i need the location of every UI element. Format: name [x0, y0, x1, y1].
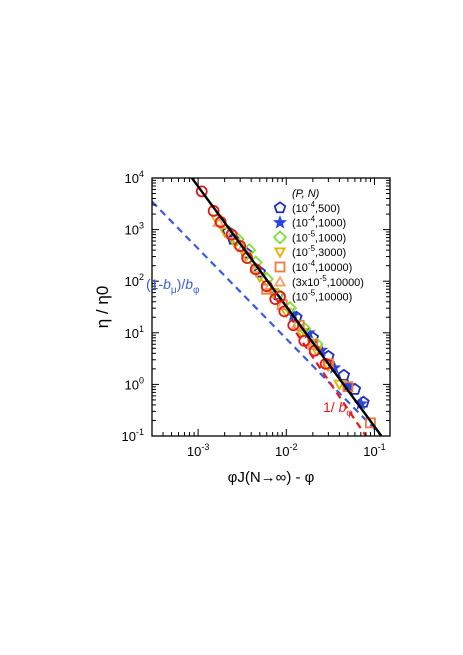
line-blue-dashed [152, 200, 383, 436]
legend-marker-3 [273, 247, 287, 259]
y-tick-label: 10-1 [122, 427, 144, 444]
line-fit [190, 178, 383, 436]
x-axis-label: φJ(N→∞) - φ [228, 469, 315, 486]
legend-title: (P, N) [292, 188, 320, 200]
legend-label-2: (10-5,1000) [292, 229, 346, 244]
x-tick-label: 10-1 [363, 442, 385, 459]
y-tick-label: 101 [125, 324, 144, 341]
point-6-0 [195, 185, 208, 198]
legend-marker-1 [273, 215, 287, 229]
point-6-11 [298, 334, 311, 347]
x-tick-label: 10-3 [187, 442, 209, 459]
legend-label-3: (10-5,3000) [292, 244, 346, 259]
legend-label-4: (10-4,10000) [292, 259, 352, 274]
annotation-red: 1/ bφ [323, 399, 353, 419]
legend-marker-6 [274, 290, 286, 303]
plot-area [152, 178, 383, 436]
legend-label-1: (10-4,1000) [292, 215, 346, 230]
y-tick-label: 100 [125, 375, 144, 392]
legend-label-0: (10-4,500) [292, 200, 340, 215]
legend-marker-2 [272, 230, 288, 245]
axes: 10-3 10-2 10-1 10-1 100 101 102 103 104 [122, 169, 391, 459]
x-tick-label: 10-2 [275, 442, 297, 459]
point-4-6 [365, 417, 376, 429]
y-tick-label: 104 [125, 169, 144, 186]
y-axis-label: η / η0 [93, 286, 112, 329]
legend-marker-0 [273, 201, 287, 214]
labels: φJ(N→∞) - φ η / η0 (1-bμ)/bφ 1/ bφ [93, 276, 353, 486]
legend-marker-5 [273, 275, 287, 287]
point-6-4 [234, 240, 247, 252]
legend-label-6: (10-5,10000) [292, 289, 352, 304]
legend-label-5: (3x10-5,10000) [292, 274, 364, 289]
point-6-3 [225, 228, 238, 241]
legend-marker-4 [274, 261, 286, 273]
annotation-blue: (1-bμ)/bφ [146, 276, 200, 296]
y-tick-label: 102 [125, 272, 144, 289]
point-6-10 [287, 319, 300, 332]
legend: (P, N)(10-4,500)(10-4,1000)(10-5,1000)(1… [272, 188, 364, 304]
point-2-0 [230, 231, 245, 247]
axes-frame [151, 177, 391, 437]
line-red-dashed [295, 332, 367, 436]
y-tick-label: 103 [125, 221, 144, 238]
point-0-3 [253, 265, 267, 278]
